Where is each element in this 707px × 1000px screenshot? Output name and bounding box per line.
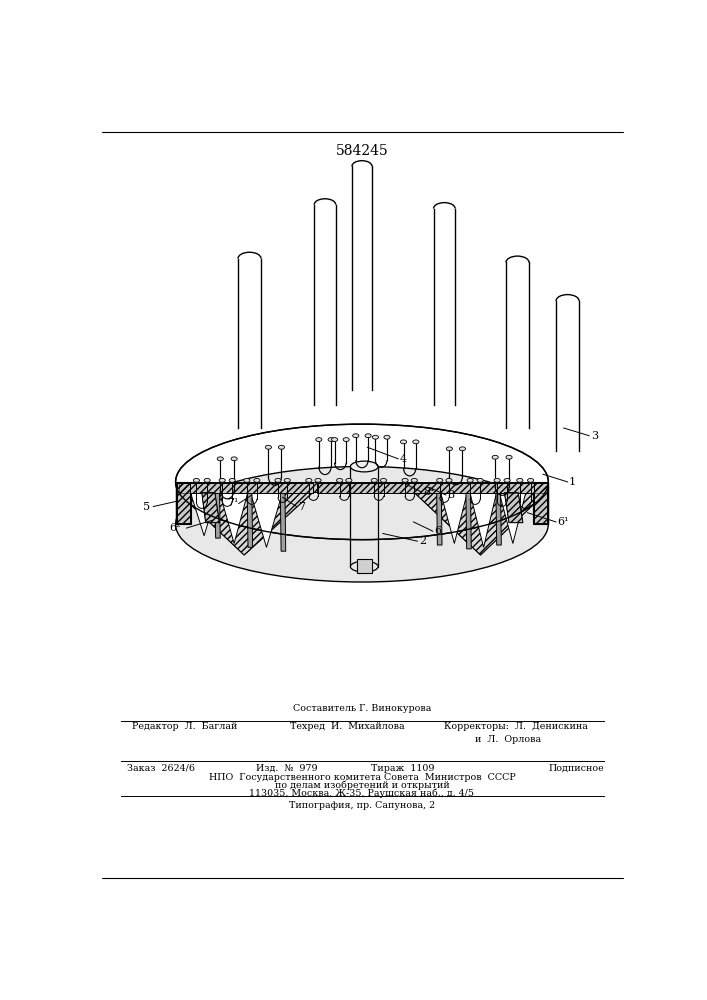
Ellipse shape: [527, 478, 534, 482]
Ellipse shape: [446, 447, 452, 451]
Text: 113035, Москва, Ж-35, Раушская наб., д. 4/5: 113035, Москва, Ж-35, Раушская наб., д. …: [250, 788, 474, 798]
Ellipse shape: [506, 455, 512, 459]
Ellipse shape: [351, 561, 378, 572]
Polygon shape: [281, 492, 286, 551]
Text: 7: 7: [298, 502, 305, 512]
Polygon shape: [440, 492, 467, 544]
Polygon shape: [175, 482, 549, 524]
Text: Тираж  1109: Тираж 1109: [371, 764, 435, 773]
Text: и  Л.  Орлова: и Л. Орлова: [475, 735, 542, 744]
Ellipse shape: [175, 466, 549, 582]
Polygon shape: [247, 492, 252, 547]
Text: Составитель Г. Винокурова: Составитель Г. Винокурова: [293, 704, 431, 713]
Ellipse shape: [244, 478, 250, 482]
Ellipse shape: [231, 457, 238, 461]
Ellipse shape: [446, 478, 452, 482]
Text: 7¹: 7¹: [227, 498, 238, 508]
Polygon shape: [177, 482, 547, 492]
Ellipse shape: [353, 434, 359, 438]
Polygon shape: [175, 482, 191, 524]
Polygon shape: [177, 483, 190, 523]
Ellipse shape: [175, 424, 549, 540]
Text: НПО  Государственного комитета Совета  Министров  СССР: НПО Государственного комитета Совета Мин…: [209, 773, 515, 782]
Ellipse shape: [373, 435, 378, 439]
Text: 3: 3: [590, 431, 597, 441]
Ellipse shape: [305, 478, 312, 482]
Polygon shape: [414, 483, 547, 493]
Text: 5: 5: [143, 502, 150, 512]
Ellipse shape: [217, 457, 223, 461]
Text: Редактор  Л.  Баглай: Редактор Л. Баглай: [132, 722, 238, 731]
Ellipse shape: [460, 447, 465, 451]
Polygon shape: [533, 482, 549, 524]
Ellipse shape: [337, 478, 343, 482]
Polygon shape: [179, 483, 313, 493]
Polygon shape: [177, 492, 313, 555]
Ellipse shape: [219, 478, 226, 482]
Ellipse shape: [477, 478, 483, 482]
Ellipse shape: [346, 478, 352, 482]
Text: Техред  И.  Михайлова: Техред И. Михайлова: [291, 722, 405, 731]
Polygon shape: [499, 492, 526, 544]
Ellipse shape: [365, 434, 371, 438]
Ellipse shape: [254, 478, 260, 482]
Ellipse shape: [517, 478, 523, 482]
Text: Заказ  2624/6: Заказ 2624/6: [127, 764, 195, 773]
Text: 1: 1: [569, 477, 576, 487]
Polygon shape: [190, 492, 217, 536]
Ellipse shape: [467, 478, 473, 482]
Ellipse shape: [193, 478, 199, 482]
Ellipse shape: [332, 438, 338, 441]
Ellipse shape: [284, 478, 291, 482]
Polygon shape: [437, 492, 442, 545]
Polygon shape: [215, 492, 221, 538]
Polygon shape: [201, 493, 219, 523]
Polygon shape: [534, 483, 547, 523]
Ellipse shape: [279, 445, 284, 449]
Text: 2: 2: [419, 536, 426, 546]
Polygon shape: [356, 559, 372, 573]
Polygon shape: [250, 492, 283, 547]
Ellipse shape: [265, 445, 271, 449]
Text: 584245: 584245: [336, 144, 388, 158]
Text: Типография, пр. Сапунова, 2: Типография, пр. Сапунова, 2: [289, 801, 435, 810]
Text: 4: 4: [399, 454, 407, 464]
Ellipse shape: [411, 478, 417, 482]
Ellipse shape: [384, 435, 390, 439]
Ellipse shape: [413, 440, 419, 444]
Text: 6²: 6²: [170, 523, 181, 533]
Ellipse shape: [437, 478, 443, 482]
Ellipse shape: [494, 478, 500, 482]
Ellipse shape: [316, 438, 322, 441]
Text: 6¹: 6¹: [558, 517, 569, 527]
Text: Подписное: Подписное: [549, 764, 604, 773]
Ellipse shape: [275, 478, 281, 482]
Text: 8¹: 8¹: [423, 487, 434, 497]
Ellipse shape: [402, 478, 408, 482]
Polygon shape: [496, 492, 501, 545]
Text: 6: 6: [434, 526, 441, 536]
Ellipse shape: [380, 478, 387, 482]
Polygon shape: [219, 492, 248, 544]
Text: Корректоры:  Л.  Денискина: Корректоры: Л. Денискина: [444, 722, 588, 731]
Polygon shape: [414, 492, 547, 555]
Text: 8: 8: [448, 490, 455, 500]
Polygon shape: [317, 483, 414, 493]
Polygon shape: [504, 493, 523, 523]
Text: Изд.  №  979: Изд. № 979: [256, 764, 317, 773]
Ellipse shape: [328, 438, 334, 441]
Ellipse shape: [204, 478, 210, 482]
Ellipse shape: [492, 455, 498, 459]
Ellipse shape: [504, 478, 510, 482]
Polygon shape: [469, 492, 497, 547]
Ellipse shape: [315, 478, 321, 482]
Ellipse shape: [343, 438, 349, 441]
Ellipse shape: [351, 461, 378, 472]
Text: по делам изобретений и открытий: по делам изобретений и открытий: [274, 781, 450, 790]
Ellipse shape: [371, 478, 378, 482]
Polygon shape: [466, 492, 472, 549]
Ellipse shape: [400, 440, 407, 444]
Ellipse shape: [229, 478, 235, 482]
